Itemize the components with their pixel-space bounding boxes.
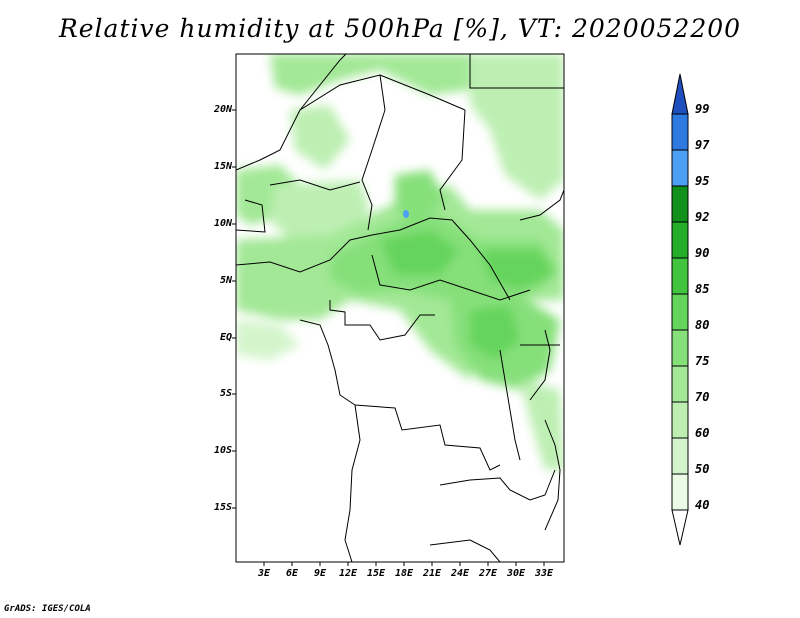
lon-label-33e: 33E — [534, 568, 554, 579]
lon-label-3e: 3E — [257, 568, 271, 579]
lat-label-eq: EQ — [219, 332, 232, 343]
colorbar-label-95: 95 — [695, 174, 710, 188]
colorbar-segment-40-50 — [671, 473, 689, 511]
axis-ticks — [232, 109, 545, 566]
colorbar-label-90: 90 — [695, 246, 710, 260]
colorbar-label-85: 85 — [695, 282, 710, 296]
colorbar-segment-85-90 — [671, 257, 689, 295]
colorbar-segment-above-99 — [671, 73, 689, 115]
lat-label-5n: 5N — [219, 275, 232, 286]
humidity-field — [236, 54, 564, 562]
lon-label-9e: 9E — [313, 568, 327, 579]
colorbar-segment-75-80 — [671, 329, 689, 367]
lon-label-18e: 18E — [394, 568, 414, 579]
colorbar-label-75: 75 — [695, 354, 710, 368]
lat-label-15n: 15N — [213, 161, 232, 172]
map-title: Relative humidity at 500hPa [%], VT: 202… — [58, 14, 742, 43]
lon-label-27e: 27E — [478, 568, 498, 579]
colorbar-segment-92-95 — [671, 185, 689, 223]
colorbar-label-40: 40 — [695, 498, 710, 512]
lon-label-21e: 21E — [422, 568, 442, 579]
colorbar-segment-97-99 — [671, 113, 689, 151]
borders — [236, 54, 564, 562]
lon-label-6e: 6E — [285, 568, 299, 579]
lat-label-15s: 15S — [213, 502, 232, 513]
lat-label-10s: 10S — [213, 445, 232, 456]
colorbar-segment-50-60 — [671, 437, 689, 475]
colorbar-segment-60-70 — [671, 401, 689, 439]
colorbar-label-50: 50 — [695, 462, 710, 476]
colorbar-segment-80-85 — [671, 293, 689, 331]
lon-label-12e: 12E — [338, 568, 358, 579]
lon-label-30e: 30E — [506, 568, 526, 579]
colorbar-segment-90-92 — [671, 221, 689, 259]
colorbar — [671, 73, 689, 546]
colorbar-segment-70-75 — [671, 365, 689, 403]
colorbar-label-92: 92 — [695, 210, 710, 224]
colorbar-label-60: 60 — [695, 426, 710, 440]
lon-label-24e: 24E — [450, 568, 470, 579]
max-humidity-spot — [403, 210, 409, 218]
lat-label-5s: 5S — [219, 388, 232, 399]
map-frame — [235, 53, 565, 563]
lon-label-15e: 15E — [366, 568, 386, 579]
colorbar-segment-95-97 — [671, 149, 689, 187]
colorbar-label-97: 97 — [695, 138, 710, 152]
colorbar-label-80: 80 — [695, 318, 710, 332]
colorbar-label-99: 99 — [695, 102, 710, 116]
lat-label-10n: 10N — [213, 218, 232, 229]
grads-credit: GrADS: IGES/COLA — [4, 604, 91, 614]
colorbar-segment-below-40 — [671, 509, 689, 546]
lat-label-20n: 20N — [213, 104, 232, 115]
colorbar-label-70: 70 — [695, 390, 710, 404]
